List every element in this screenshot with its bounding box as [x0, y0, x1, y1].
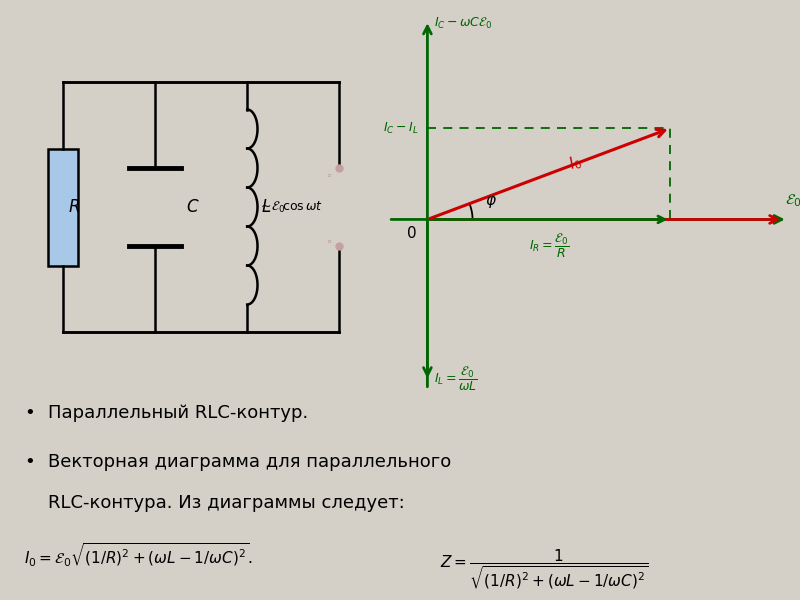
Text: C: C [186, 198, 198, 216]
Text: Векторная диаграмма для параллельного: Векторная диаграмма для параллельного [48, 453, 451, 471]
Text: L: L [262, 198, 271, 216]
Text: $I_0$: $I_0$ [566, 152, 585, 174]
Text: $\varphi$: $\varphi$ [485, 194, 497, 210]
Bar [49, 148, 78, 265]
Text: $\sim\!\mathcal{E}_0\!\cos\omega t$: $\sim\!\mathcal{E}_0\!\cos\omega t$ [258, 199, 322, 215]
Text: $I_L = \dfrac{\mathcal{E}_0}{\omega L}$: $I_L = \dfrac{\mathcal{E}_0}{\omega L}$ [434, 365, 478, 392]
Text: •: • [24, 453, 34, 471]
Text: $I_R = \dfrac{\mathcal{E}_0}{R}$: $I_R = \dfrac{\mathcal{E}_0}{R}$ [529, 232, 569, 260]
Text: RLC-контура. Из диаграммы следует:: RLC-контура. Из диаграммы следует: [48, 494, 405, 512]
Text: $I_C - I_L$: $I_C - I_L$ [383, 121, 418, 136]
Text: •: • [24, 404, 34, 422]
Text: $I_0 = \mathcal{E}_0\sqrt{(1/R)^2+(\omega L - 1/\omega C)^2}.$: $I_0 = \mathcal{E}_0\sqrt{(1/R)^2+(\omeg… [24, 541, 253, 569]
Text: Параллельный RLC-контур.: Параллельный RLC-контур. [48, 404, 308, 422]
Text: R: R [69, 198, 80, 216]
Text: $Z = \dfrac{1}{\sqrt{(1/R)^2+(\omega L - 1/\omega C)^2}}$: $Z = \dfrac{1}{\sqrt{(1/R)^2+(\omega L -… [440, 548, 649, 591]
Text: $\circ$: $\circ$ [325, 235, 332, 245]
Text: $\mathcal{E}_0$: $\mathcal{E}_0$ [785, 193, 800, 209]
Text: $\circ$: $\circ$ [325, 169, 332, 179]
Text: 0: 0 [407, 226, 417, 241]
Text: $I_C - \omega C\mathcal{E}_0$: $I_C - \omega C\mathcal{E}_0$ [434, 16, 493, 31]
